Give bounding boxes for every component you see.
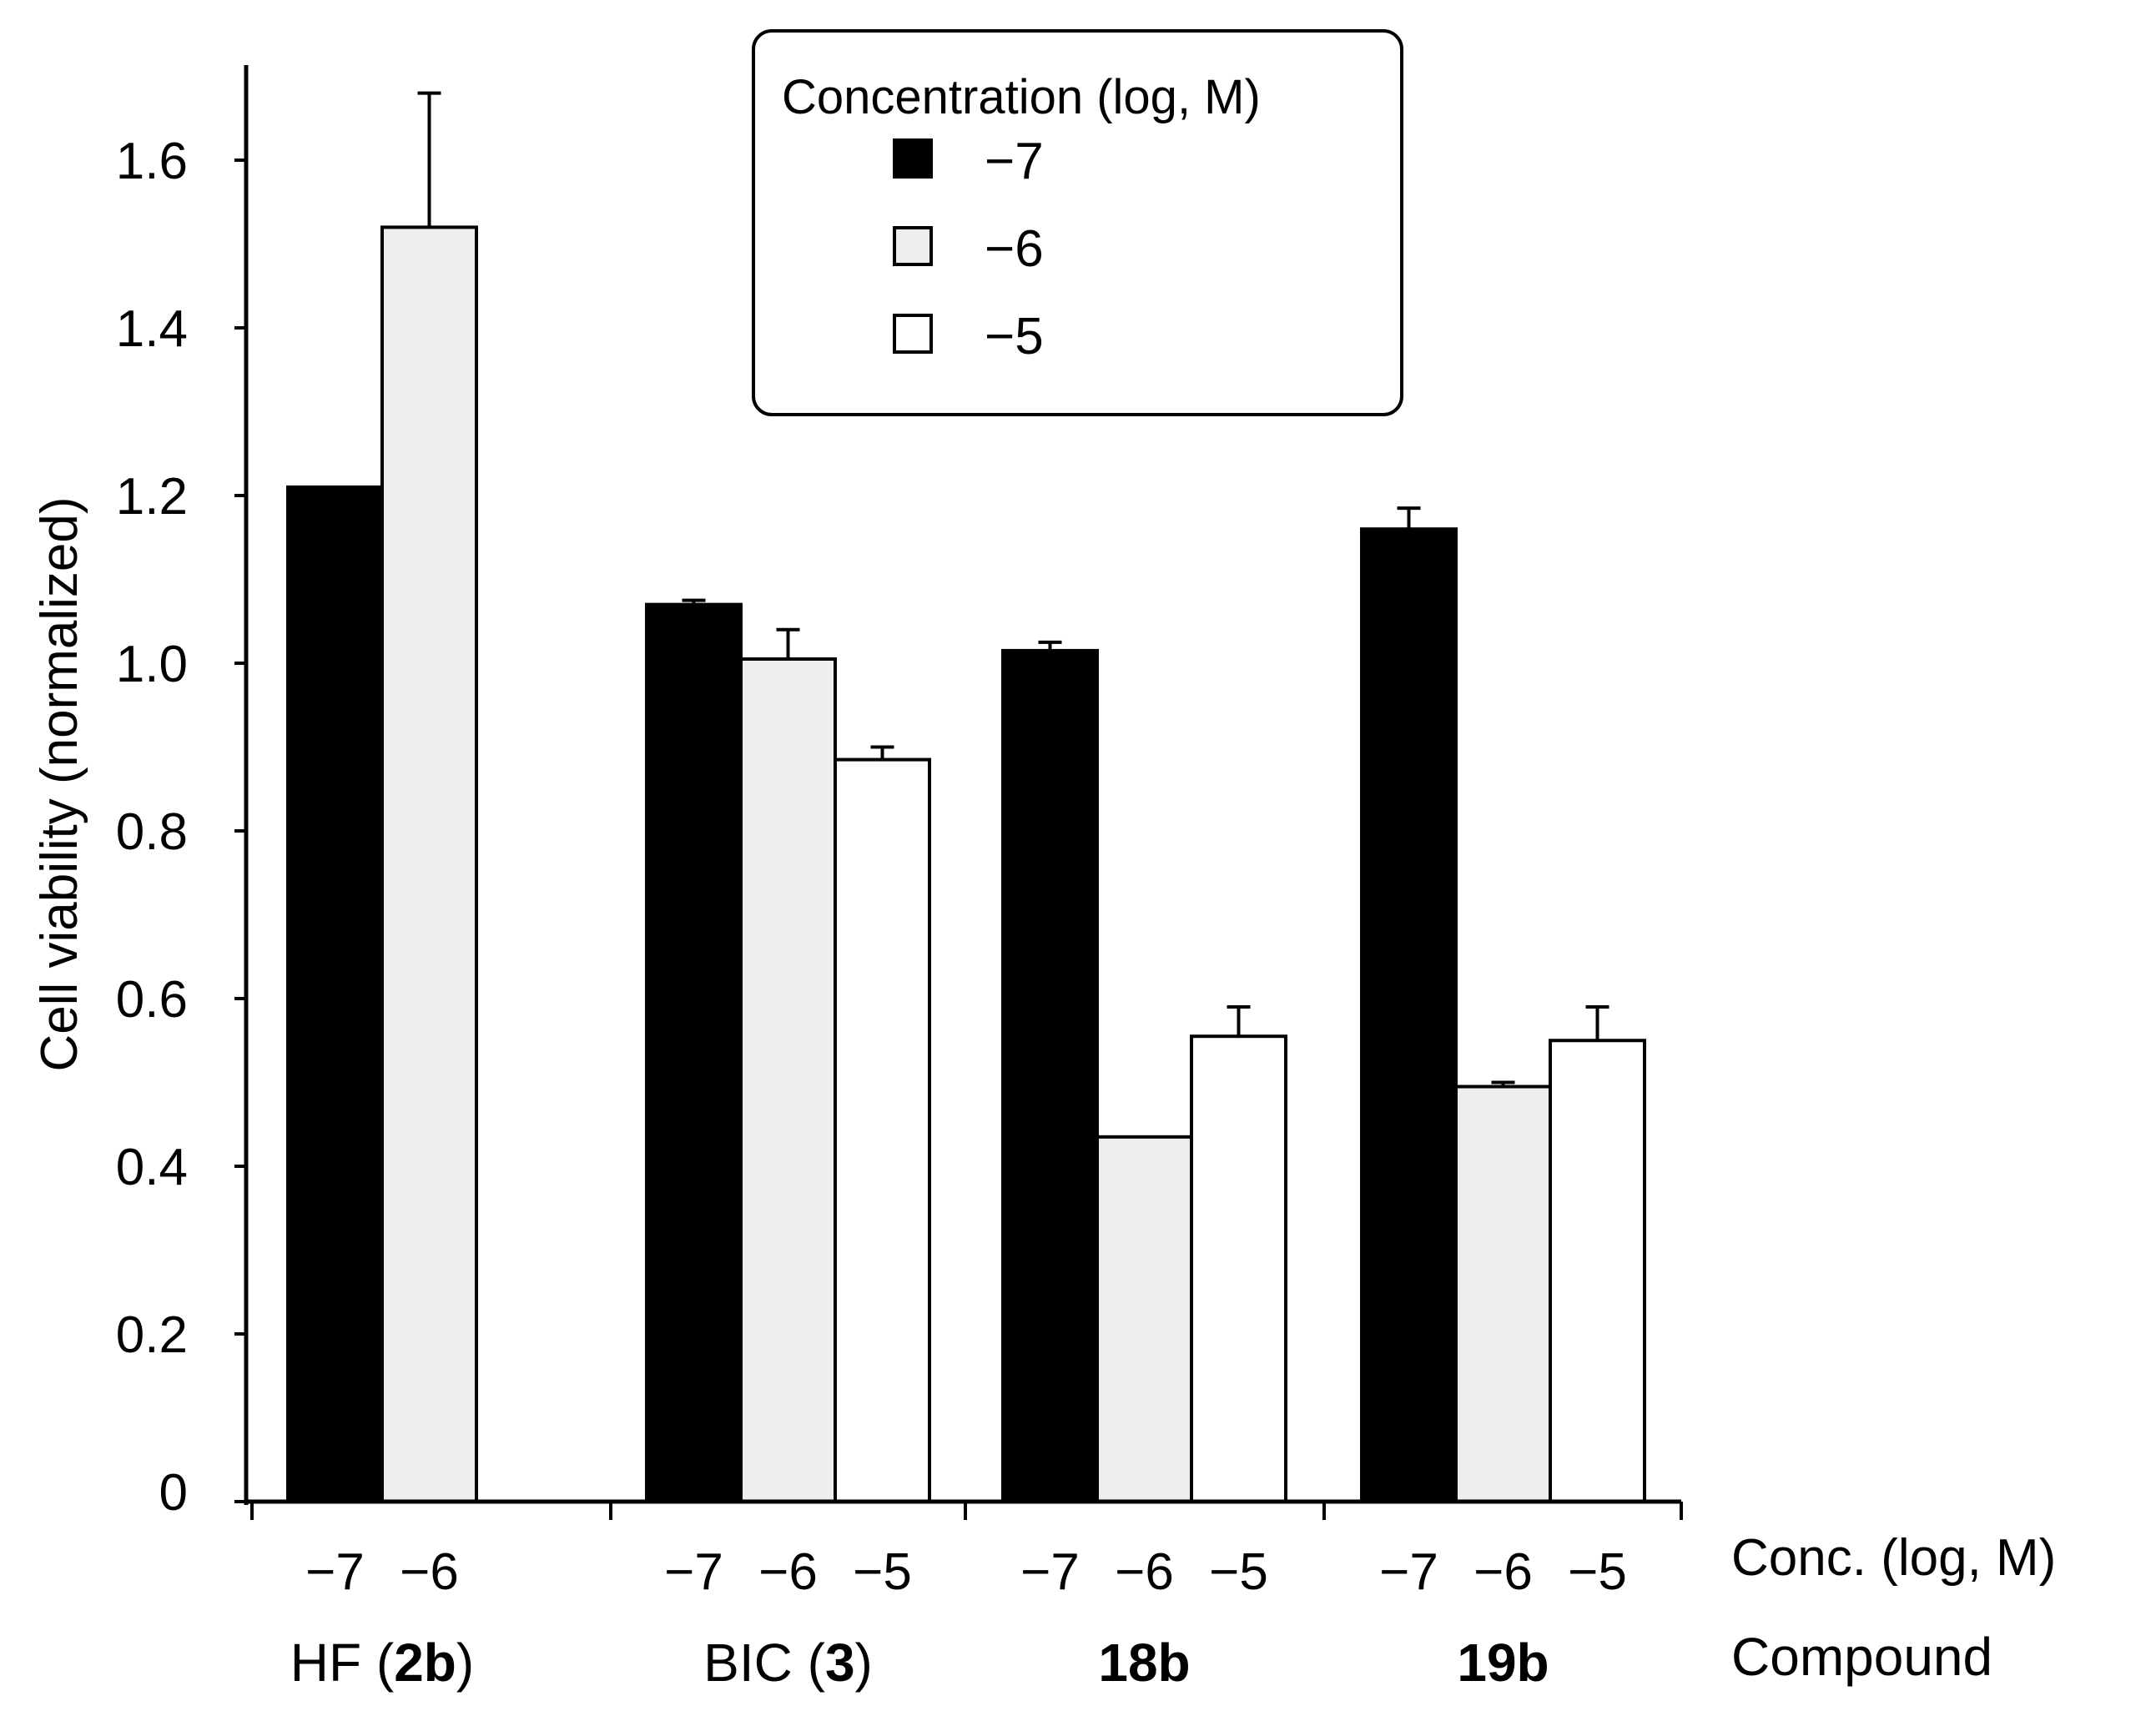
legend-entry-label: −5: [985, 308, 1044, 365]
x-group-label: BIC (3): [703, 1633, 873, 1693]
x-conc-label: −5: [1209, 1543, 1268, 1601]
bar: [1001, 648, 1099, 1503]
x-row2-label: Compound: [1731, 1627, 1992, 1687]
y-tick-label: 0.4: [116, 1139, 188, 1196]
bar: [739, 657, 837, 1503]
y-tick-label: 1.2: [116, 468, 188, 526]
x-conc-label: −6: [758, 1543, 818, 1601]
x-group-label: 19b: [1457, 1633, 1549, 1693]
bar: [834, 757, 931, 1503]
y-tick-label: 0: [159, 1464, 188, 1522]
legend-swatch: [893, 226, 933, 266]
x-conc-label: −7: [1020, 1543, 1080, 1601]
bar: [286, 485, 384, 1504]
x-group-label: HF (2b): [290, 1633, 474, 1693]
x-conc-label: −6: [400, 1543, 459, 1601]
x-conc-label: −5: [853, 1543, 912, 1601]
x-conc-label: −7: [1379, 1543, 1438, 1601]
legend-title: Concentration (log, M): [782, 70, 1261, 124]
y-axis-title: Cell viability (normalized): [31, 496, 88, 1071]
y-tick-label: 1.0: [116, 636, 188, 693]
x-axis: −7 −6 HF (2b) −7 −6 −5 BIC (3) −7 −6 −5 18b −7 −6 −5 1…: [246, 1499, 1683, 1693]
bar: [1454, 1084, 1552, 1504]
x-conc-label: −7: [305, 1543, 365, 1601]
bar: [1360, 527, 1458, 1504]
y-tick-label: 1.6: [116, 133, 188, 190]
y-axis: 0 0.2 0.4 0.6 0.8 1.0 1.2 1.4 1.6: [116, 65, 249, 1522]
x-conc-label: −5: [1568, 1543, 1627, 1601]
bar: [1549, 1039, 1646, 1503]
y-tick-label: 1.4: [116, 300, 188, 358]
legend: Concentration (log, M) −7 −6 −5: [752, 29, 1403, 416]
bars-layer: [286, 91, 1646, 1504]
x-row1-label: Conc. (log, M): [1731, 1529, 2056, 1587]
y-tick-label: 0.2: [116, 1306, 188, 1364]
legend-entry-label: −7: [985, 133, 1044, 190]
bar: [1096, 1135, 1193, 1503]
y-tick-label: 0.6: [116, 971, 188, 1029]
bar: [1190, 1034, 1287, 1503]
legend-entry-label: −6: [985, 220, 1044, 278]
bar: [380, 225, 478, 1503]
bar: [645, 602, 743, 1503]
x-conc-label: −7: [664, 1543, 723, 1601]
y-tick-label: 0.8: [116, 803, 188, 861]
x-conc-label: −6: [1115, 1543, 1174, 1601]
x-conc-label: −6: [1473, 1543, 1533, 1601]
x-group-label: 18b: [1098, 1633, 1190, 1693]
legend-swatch: [893, 314, 933, 354]
legend-swatch: [893, 138, 933, 179]
